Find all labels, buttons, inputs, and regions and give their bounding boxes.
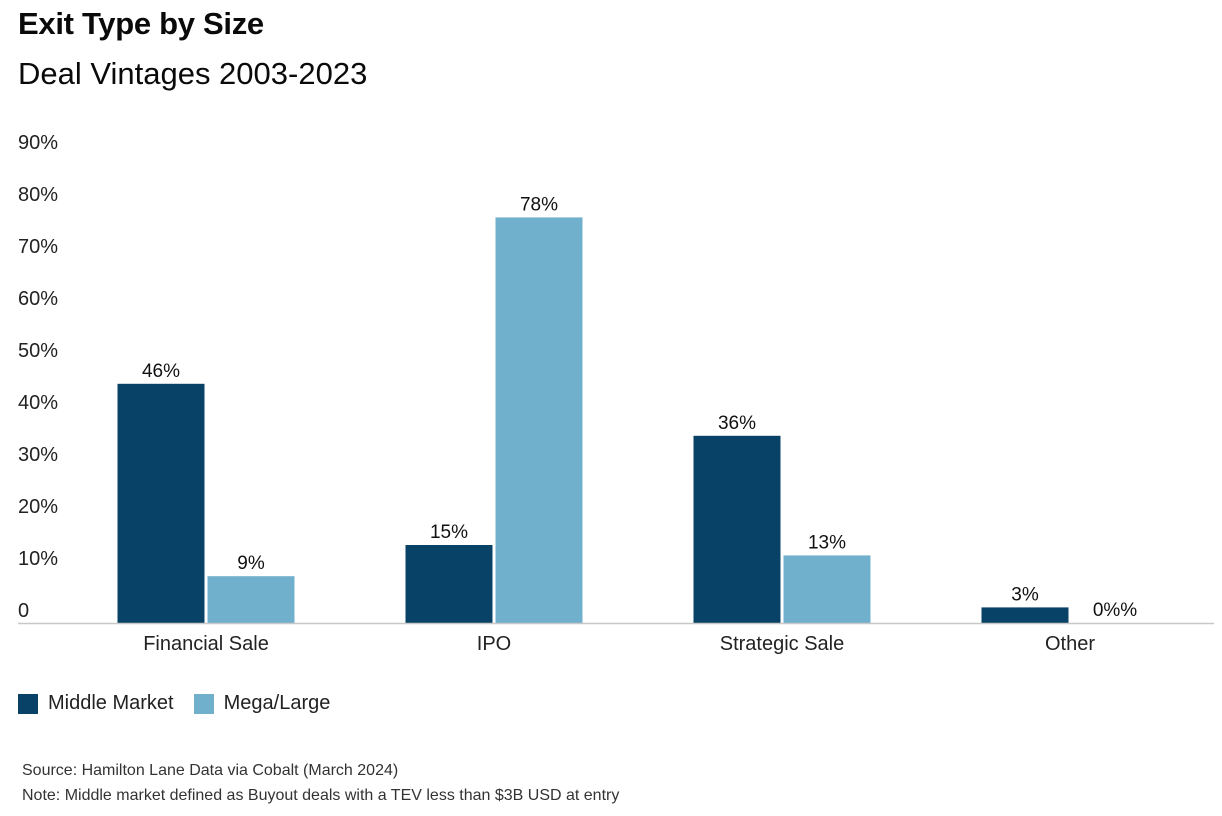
bar-mega-large [207,576,295,623]
y-tick-label: 50% [18,340,58,362]
x-category-label: IPO [477,633,511,655]
bar-middle-market [693,435,781,623]
chart-title: Exit Type by Size [18,6,264,41]
x-category-label: Strategic Sale [720,633,845,655]
legend-label-mega-large: Mega/Large [223,692,331,714]
data-label-mega-large: 78% [520,194,558,215]
legend-label-middle-market: Middle Market [48,692,174,714]
data-label-middle-market: 46% [142,361,180,382]
y-tick-label: 0 [18,600,29,622]
data-label-mega-large: 13% [808,532,846,553]
legend-swatch-mega-large [193,693,214,714]
chart-subtitle: Deal Vintages 2003-2023 [18,56,368,91]
bar-mega-large [495,217,583,623]
legend-item-mega-large: Mega/Large [193,692,331,715]
y-tick-label: 30% [18,444,58,466]
y-tick-label: 90% [18,132,58,154]
note-text: Note: Middle market defined as Buyout de… [22,787,620,804]
x-category-label: Other [1045,633,1095,655]
bar-middle-market [117,383,205,623]
legend: Middle Market Mega/Large [18,692,350,715]
y-tick-label: 60% [18,288,58,310]
bar-mega-large [783,555,871,623]
source-text: Source: Hamilton Lane Data via Cobalt (M… [22,762,399,779]
y-tick-label: 80% [18,184,58,206]
y-tick-label: 70% [18,236,58,258]
data-label-mega-large: 9% [237,553,265,574]
data-label-middle-market: 36% [718,413,756,434]
bar-chart: 0 10% 20% 30% 40% 50% 60% 70% 80% 90% 46% 15% 36% 3% 9… [18,132,1214,655]
legend-swatch-middle-market [18,693,38,714]
y-tick-label: 20% [18,496,58,518]
data-label-middle-market: 3% [1011,584,1039,605]
bar-middle-market [405,545,493,623]
y-tick-label: 40% [18,392,58,414]
y-tick-label: 10% [18,548,58,570]
x-category-label: Financial Sale [143,633,269,655]
data-label-mega-large: 0%% [1093,600,1137,621]
data-label-middle-market: 15% [430,522,468,543]
bar-middle-market [981,607,1069,623]
legend-item-middle-market: Middle Market [18,692,174,715]
